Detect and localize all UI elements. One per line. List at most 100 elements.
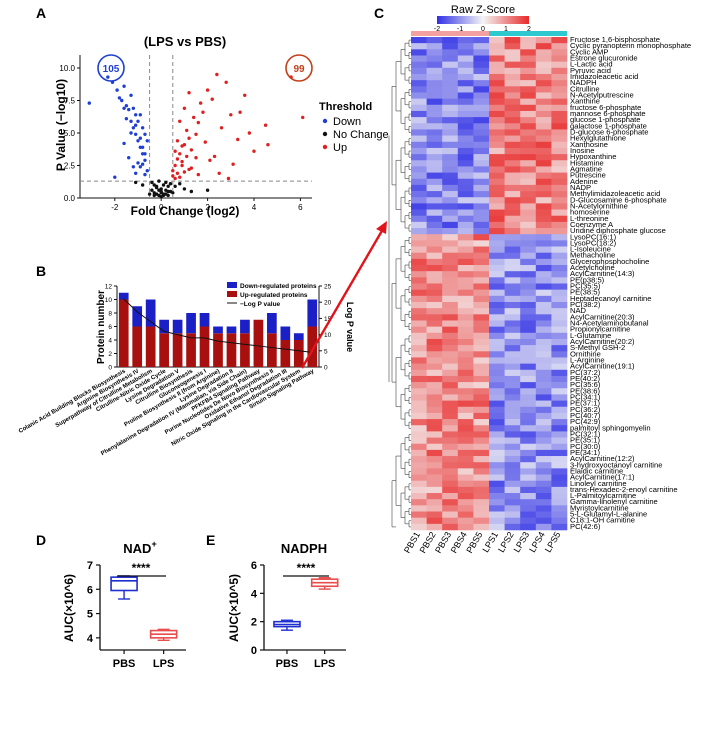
- a-point-up: [231, 162, 235, 166]
- heatmap-cell: [457, 351, 474, 358]
- panel-a-ylabel: P Value (−log10): [54, 79, 68, 171]
- heatmap-cell: [535, 141, 552, 149]
- heatmap-cell: [535, 449, 552, 457]
- heatmap-cell: [442, 80, 459, 87]
- heatmap-cell: [457, 382, 474, 389]
- heatmap-cell: [504, 55, 521, 62]
- heatmap-cell: [504, 419, 521, 426]
- heatmap-cell: [411, 412, 427, 420]
- a-y-tick-label: 7.5: [64, 97, 76, 106]
- heatmap-cell: [473, 117, 490, 124]
- heatmap-cell: [489, 215, 505, 223]
- heatmap-cell: [473, 443, 490, 451]
- heatmap-row-label: AcylCarnitine(20:2): [570, 337, 635, 346]
- a-point-no-change: [159, 189, 163, 194]
- heatmap-cell: [489, 357, 505, 364]
- heatmap-cell: [442, 369, 459, 377]
- heatmap-cell: [473, 123, 490, 130]
- heatmap-cell: [535, 388, 552, 395]
- heatmap-cell: [473, 289, 490, 297]
- heatmap-cell: [473, 240, 490, 247]
- heatmap-cell: [551, 295, 568, 303]
- heatmap-cell: [504, 493, 521, 500]
- heatmap-cell: [535, 117, 552, 124]
- heatmap-cell: [442, 234, 459, 241]
- heatmap-cell: [426, 363, 443, 371]
- heatmap-cell: [426, 295, 443, 303]
- heatmap-cell: [411, 295, 427, 303]
- a-point-down: [143, 132, 147, 136]
- heatmap-cell: [473, 419, 490, 426]
- heatmap-cell: [457, 61, 474, 69]
- heatmap-cell: [411, 265, 427, 272]
- heatmap-cell: [457, 301, 474, 309]
- heatmap-cell: [442, 110, 459, 118]
- heatmap-cell: [442, 326, 459, 334]
- heatmap-cell: [473, 295, 490, 303]
- heatmap-row-label: NADPH: [570, 78, 597, 87]
- heatmap-cell: [426, 425, 443, 432]
- heatmap-cell: [504, 98, 521, 106]
- heatmap-row-label: galactose 1-phosphate: [570, 121, 647, 130]
- heatmap-cell: [535, 431, 552, 438]
- heatmap-cell: [489, 437, 505, 445]
- heatmap-cell: [504, 160, 521, 167]
- heatmap-cell: [520, 277, 537, 284]
- b-logp-line: [123, 298, 313, 353]
- b-bar-down: [240, 319, 250, 334]
- b-bar-down: [226, 326, 237, 334]
- heatmap-cell: [504, 289, 521, 297]
- heatmap-cell: [457, 326, 474, 334]
- a-point-down: [133, 113, 138, 117]
- heatmap-cell: [520, 178, 537, 186]
- heatmap-row-label: PC(42:9): [570, 417, 601, 426]
- heatmap-cell: [411, 369, 427, 377]
- heatmap-cell: [411, 160, 427, 167]
- a-point-up: [189, 148, 194, 152]
- heatmap-cell: [551, 394, 568, 401]
- heatmap-cell: [489, 511, 505, 518]
- heatmap-cell: [411, 80, 427, 87]
- legend-up-marker: [322, 144, 328, 150]
- heatmap-cell: [426, 240, 443, 247]
- heatmap-cell: [426, 456, 443, 463]
- heatmap-cell: [473, 511, 490, 518]
- heatmap-cell: [442, 400, 459, 408]
- heatmap-cell: [426, 178, 443, 186]
- color-scale-tick: 0: [481, 26, 485, 33]
- box-y-tick-label: 5: [87, 609, 93, 621]
- heatmap-cell: [520, 382, 537, 389]
- heatmap-cell: [520, 295, 537, 303]
- heatmap-cell: [489, 462, 505, 469]
- a-point-up: [208, 158, 212, 162]
- heatmap-cell: [535, 73, 552, 81]
- heatmap-cell: [411, 147, 427, 155]
- heatmap-cell: [473, 499, 490, 506]
- b-bar-down: [132, 306, 143, 327]
- heatmap-cell: [457, 419, 474, 426]
- heatmap-cell: [457, 357, 474, 364]
- heatmap-cell: [551, 431, 568, 438]
- heatmap-cell: [411, 345, 427, 352]
- heatmap-cell: [426, 277, 443, 284]
- heatmap-cell: [504, 43, 521, 50]
- heatmap-cell: [489, 265, 505, 272]
- a-point-no-change: [168, 182, 173, 186]
- b-bar-down: [186, 313, 196, 334]
- heatmap-cell: [457, 221, 474, 229]
- heatmap-cell: [457, 228, 474, 235]
- heatmap-cell: [504, 123, 521, 130]
- heatmap-cell: [442, 462, 459, 469]
- color-scale-tick: 1: [504, 26, 508, 33]
- heatmap-cell: [426, 110, 443, 118]
- heatmap-cell: [520, 92, 537, 99]
- box-y-tick-label: 4: [251, 588, 258, 600]
- heatmap-cell: [520, 437, 537, 445]
- heatmap-cell: [535, 123, 552, 130]
- heatmap-cell: [551, 265, 568, 272]
- heatmap-cell: [504, 209, 521, 217]
- heatmap-cell: [535, 172, 552, 180]
- heatmap-cell: [504, 117, 521, 124]
- heatmap-cell: [426, 129, 443, 136]
